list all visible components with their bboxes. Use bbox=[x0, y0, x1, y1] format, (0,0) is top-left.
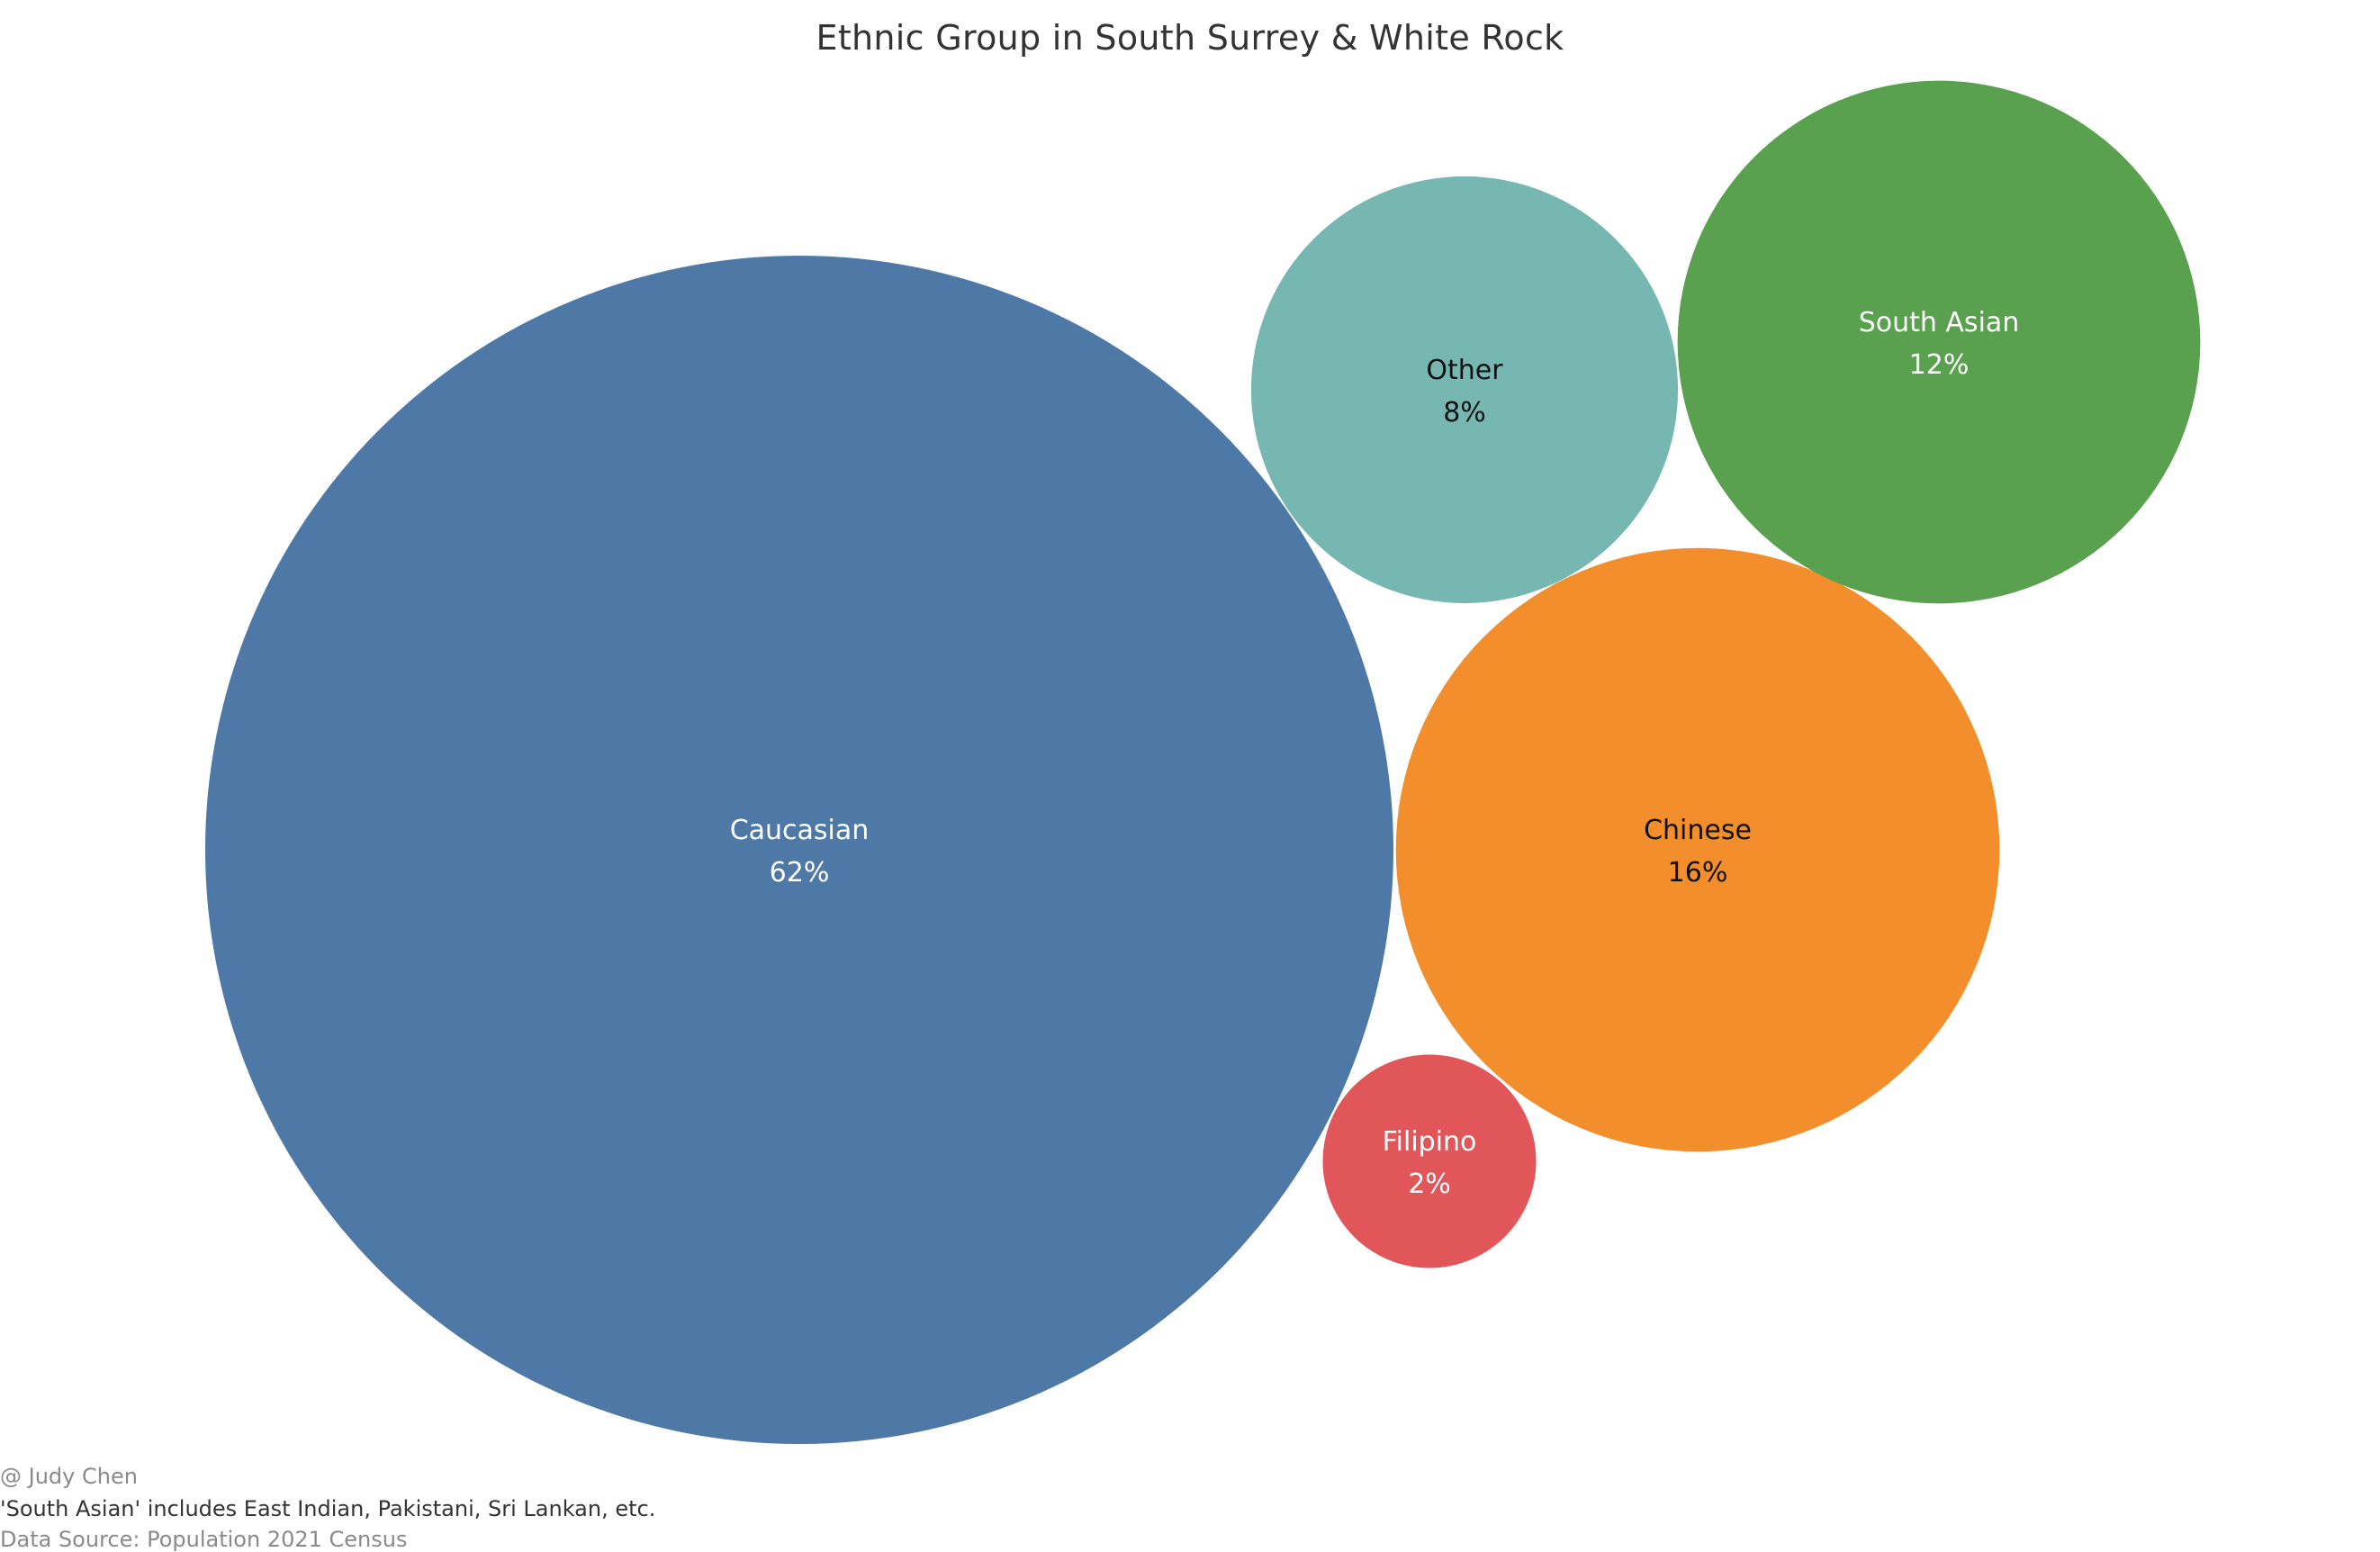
bubble-value-caucasian: 62% bbox=[770, 857, 830, 889]
footnote: 'South Asian' includes East Indian, Paki… bbox=[0, 1496, 656, 1521]
bubble-south-asian: South Asian 12% bbox=[1677, 80, 2201, 604]
bubble-circle-other bbox=[1250, 176, 1679, 604]
bubble-circle-caucasian bbox=[205, 256, 1393, 1444]
bubble-label-chinese: Chinese bbox=[1644, 815, 1752, 846]
chart-title: Ethnic Group in South Surrey & White Roc… bbox=[816, 18, 1564, 58]
bubble-circle-chinese bbox=[1395, 547, 2000, 1152]
author-credit: @ Judy Chen bbox=[0, 1464, 138, 1489]
bubble-filipino: Filipino 2% bbox=[1322, 1054, 1537, 1268]
bubble-label-filipino: Filipino bbox=[1383, 1126, 1477, 1158]
bubble-label-other: Other bbox=[1426, 355, 1503, 386]
bubble-value-other: 8% bbox=[1443, 397, 1486, 429]
bubble-chinese: Chinese 16% bbox=[1395, 547, 2000, 1152]
bubble-circle-filipino bbox=[1322, 1054, 1537, 1268]
bubble-label-caucasian: Caucasian bbox=[730, 815, 870, 846]
bubble-value-filipino: 2% bbox=[1408, 1169, 1451, 1200]
bubble-caucasian: Caucasian 62% bbox=[205, 256, 1393, 1444]
bubble-value-chinese: 16% bbox=[1668, 857, 1728, 889]
data-source: Data Source: Population 2021 Census bbox=[0, 1527, 408, 1552]
bubble-circle-south-asian bbox=[1677, 80, 2201, 604]
bubble-value-south-asian: 12% bbox=[1909, 349, 1970, 381]
bubble-other: Other 8% bbox=[1250, 176, 1679, 604]
bubble-label-south-asian: South Asian bbox=[1859, 307, 2020, 338]
